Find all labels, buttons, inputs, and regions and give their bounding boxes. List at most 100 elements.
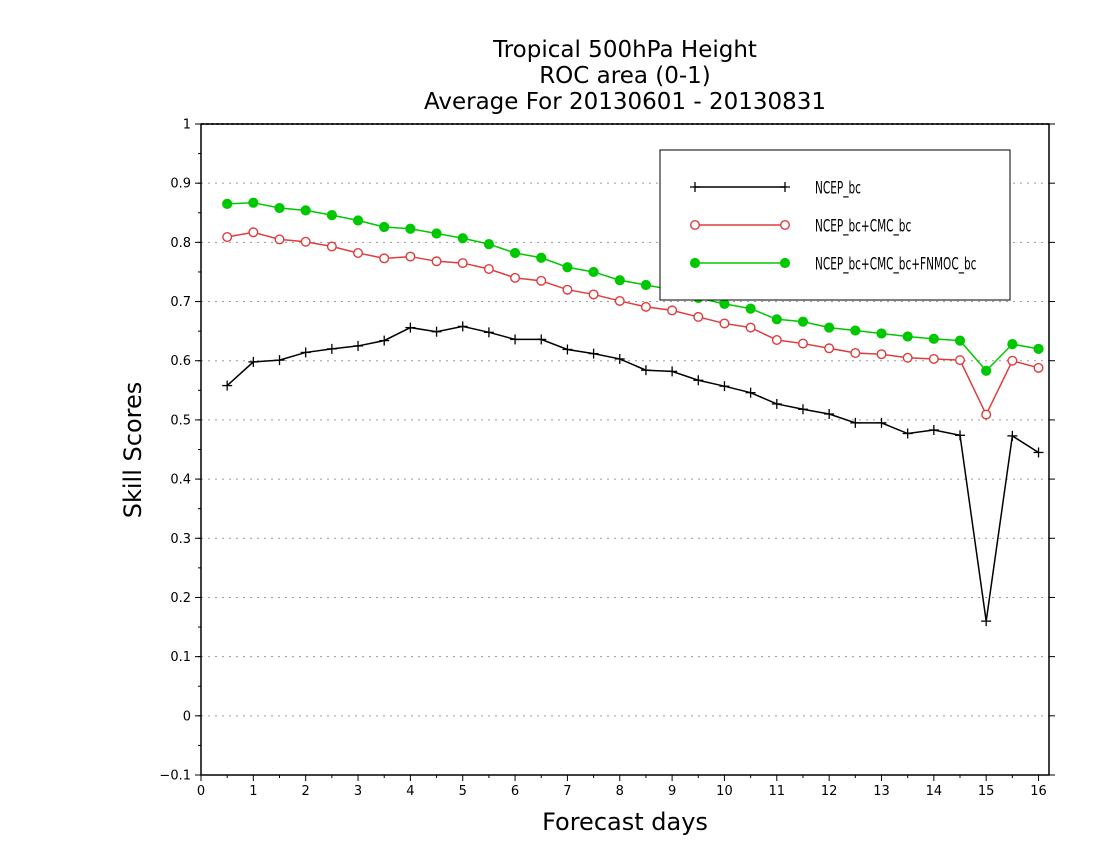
data-point [326,210,337,221]
data-point [745,322,756,333]
data-point [352,215,364,226]
data-point [222,380,233,391]
y-tick-label: 0.7 [170,295,191,310]
data-point [902,331,913,342]
data-point [588,266,599,278]
data-point [536,252,547,263]
data-point [614,275,625,286]
y-tick-label: 0.3 [170,532,191,547]
legend-marker [780,219,791,230]
data-point [928,424,939,435]
x-tick-label: 5 [459,784,467,799]
data-point [771,398,782,409]
data-point [536,334,547,345]
legend-label: NCEP_bc [815,180,861,199]
x-tick-label: 2 [302,784,310,799]
data-point [850,348,861,359]
data-point [640,301,651,312]
x-tick-label: 11 [769,784,786,799]
legend-label: NCEP_bc+CMC_bc [815,218,911,237]
data-point [955,430,966,441]
series-line [226,325,1039,622]
data-point [222,232,233,243]
series-ncep-bc-cmc-bc [222,227,1044,420]
x-tick-label: 13 [873,784,890,799]
data-point [405,251,416,262]
data-point [1033,447,1044,458]
data-point [222,198,233,209]
data-point [588,348,599,359]
data-point [981,409,992,420]
data-point [353,340,364,351]
data-point [536,275,547,286]
data-point [719,381,730,392]
data-point [719,298,730,310]
x-tick-label: 12 [821,784,838,799]
data-point [431,326,442,337]
x-tick-label: 6 [511,784,519,799]
y-tick-label: 1 [183,118,191,133]
data-point [379,335,390,346]
data-point [902,352,913,363]
legend: NCEP_bc NCEP_bc+CMC_bc NCEP_bc+CMC_bc+FNMO… [659,149,1011,301]
data-point [326,241,337,252]
data-point [248,356,259,367]
data-point [562,262,573,273]
data-point [981,365,992,376]
data-point [902,428,913,439]
data-point [955,355,966,366]
data-point [274,202,285,214]
x-tick-label: 15 [978,784,995,799]
data-point [300,205,311,216]
data-point [483,239,495,250]
series-ncep-bc [222,321,1044,627]
data-point [379,253,390,264]
y-tick-label: −0.1 [159,769,191,784]
data-point [640,365,651,376]
chart-subtitle: ROC area (0-1) [539,63,711,89]
x-axis: 0 1 2 3 4 5 6 7 8 9 10 11 12 13 14 15 16 [197,775,1047,799]
data-point [614,295,625,306]
y-axis: −0.1 0 0.1 0.2 0.3 0.4 0.5 0.6 0.7 0.8 0.9 1 [159,118,1055,784]
legend-marker [779,257,791,269]
y-tick-label: 0.2 [170,591,191,606]
x-tick-label: 7 [563,784,571,799]
legend-item: NCEP_bc [690,180,861,199]
y-tick-label: 0.5 [170,413,191,428]
data-point [248,197,259,208]
data-point [588,289,599,300]
y-tick-label: 0.9 [170,177,191,192]
data-point [771,314,782,325]
data-point [797,404,808,415]
data-point [457,321,468,332]
x-tick-label: 14 [926,784,943,799]
data-point [824,322,835,333]
data-point [1033,362,1044,373]
data-point [954,335,966,346]
data-point [379,221,390,233]
data-point [824,408,835,419]
data-point [693,375,704,386]
data-point [876,328,887,339]
y-tick-label: 0.1 [170,650,191,665]
x-axis-label: Forecast days [542,808,708,836]
data-point [562,344,573,355]
legend-marker [689,257,701,269]
data-point [640,279,652,291]
data-point [797,316,809,327]
data-point [824,343,835,354]
y-tick-label: 0 [183,709,191,724]
data-point [693,311,704,322]
legend-label: NCEP_bc+CMC_bc+FNMOC_bc [815,256,976,275]
x-tick-label: 9 [668,784,676,799]
data-point [1007,430,1018,441]
x-tick-label: 4 [406,784,414,799]
data-point [797,338,808,349]
data-point [876,417,887,428]
y-tick-label: 0.4 [170,473,191,488]
legend-marker [690,182,700,192]
data-point [771,335,782,346]
data-point [667,305,678,316]
y-axis-label: Skill Scores [119,381,147,519]
